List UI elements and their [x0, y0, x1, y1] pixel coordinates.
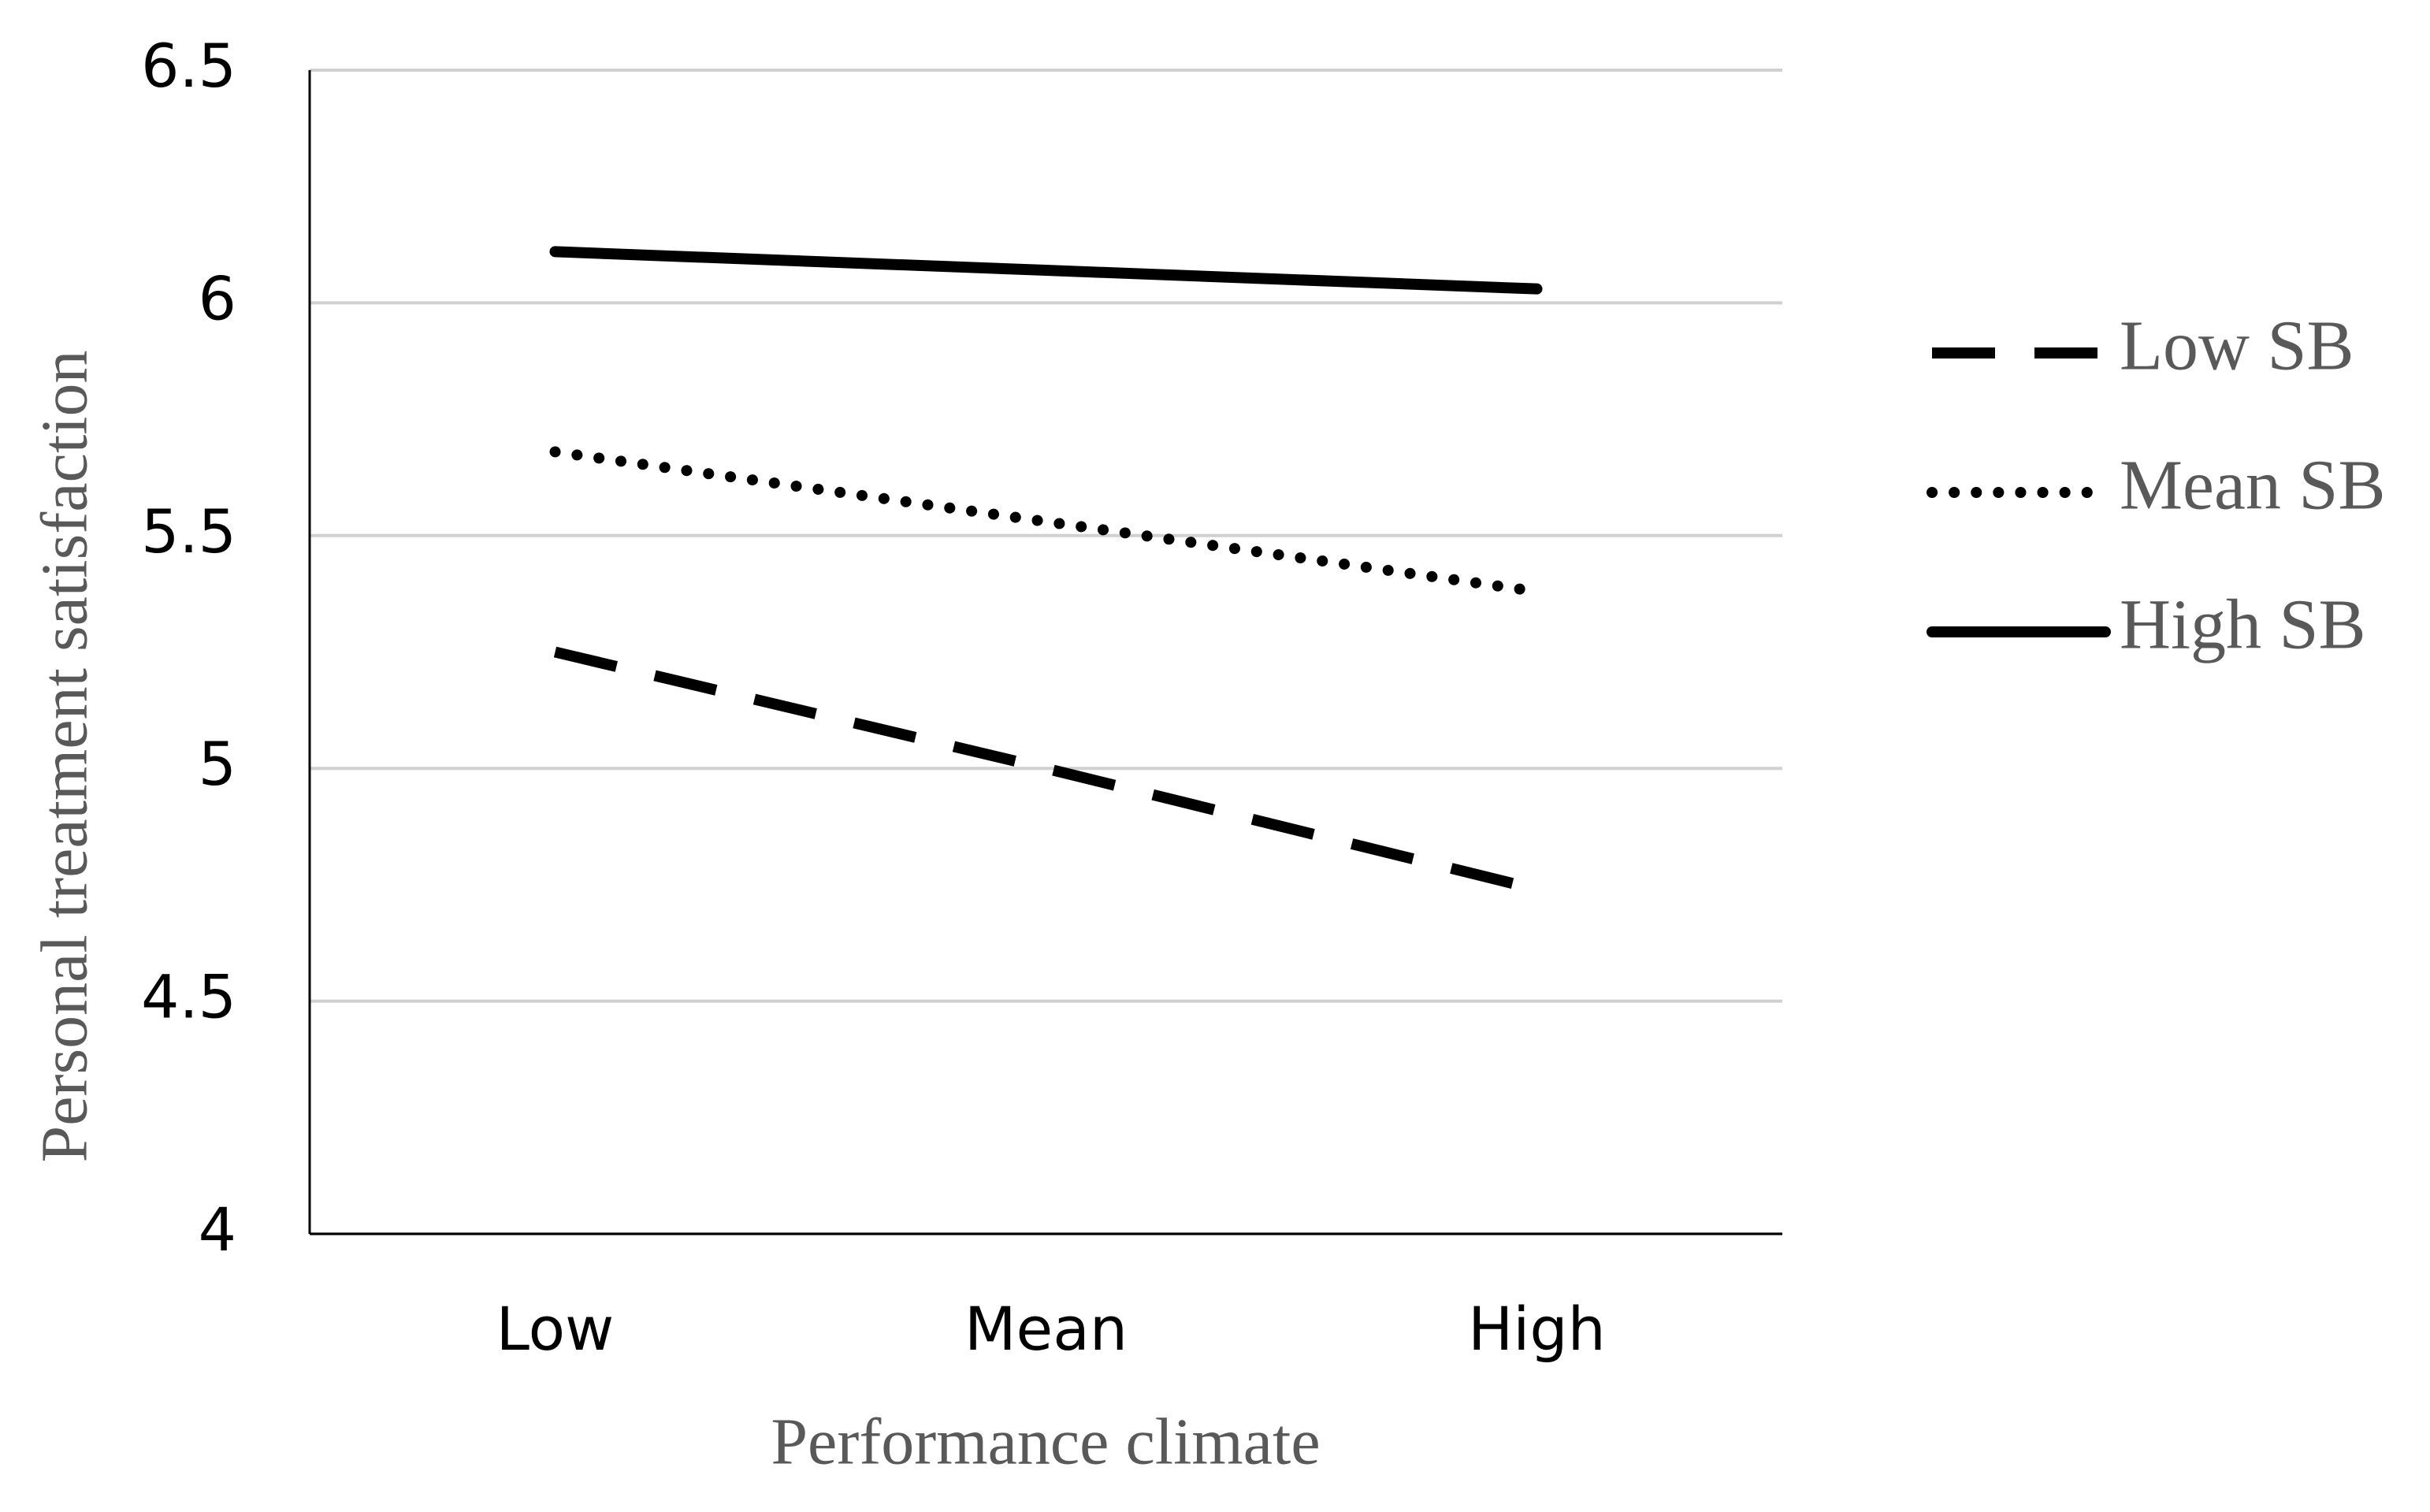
y-axis-title: Personal treatment satisfaction [28, 350, 101, 1162]
y-tick-label: 5.5 [141, 496, 236, 567]
x-axis-title: Performance climate [771, 1405, 1320, 1478]
series-line [549, 446, 1543, 597]
series-line [553, 646, 1539, 895]
y-tick-label: 6 [199, 263, 236, 333]
x-tick-label: High [1468, 1294, 1606, 1364]
y-tick-label: 4 [199, 1194, 236, 1265]
legend-label: Low SB [2120, 307, 2354, 385]
x-tick-label: Mean [964, 1294, 1128, 1364]
y-tick-label: 6.5 [141, 31, 236, 101]
legend-label: High SB [2120, 586, 2366, 664]
legend-label: Mean SB [2120, 447, 2386, 525]
x-tick-label: Low [496, 1294, 615, 1364]
y-tick-label: 5 [199, 729, 236, 799]
series-line [549, 246, 1543, 295]
y-tick-label: 4.5 [141, 962, 236, 1032]
